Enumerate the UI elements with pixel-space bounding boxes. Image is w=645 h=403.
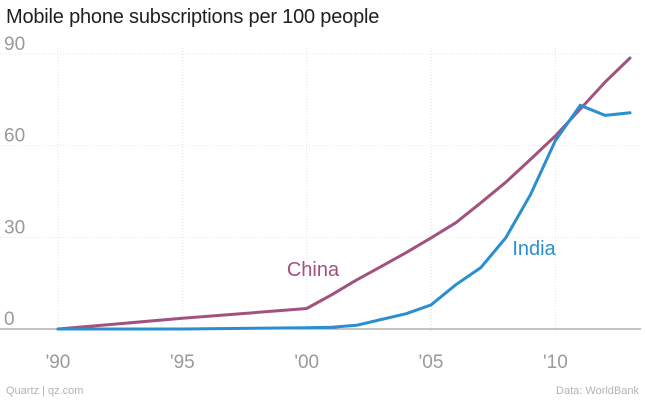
series-line-china [56,56,632,331]
y-tick-label-30: 30 [4,217,25,238]
x-tick-label-2000: '00 [294,352,319,373]
x-axis-labels: '90 '95 '00 '05 '10 [46,352,568,373]
data-source: Data: WorldBank [556,385,639,397]
y-tick-label-90: 90 [4,34,25,55]
source-credit: Quartz | qz.com [6,385,84,397]
chart-title: Mobile phone subscriptions per 100 peopl… [6,6,380,28]
series-lines [56,56,632,331]
series-labels: China India [287,238,557,281]
y-tick-label-0: 0 [4,309,15,330]
x-tick-label-2010: '10 [543,352,568,373]
series-line-india [56,103,632,331]
series-label-china: China [287,259,340,281]
gridlines [0,48,641,333]
series-label-india: India [512,238,556,260]
y-tick-label-60: 60 [4,126,25,147]
x-tick-label-1995: '95 [170,352,195,373]
x-tick-label-2005: '05 [419,352,444,373]
y-axis-labels: 0 30 60 90 [4,34,25,330]
x-tick-label-1990: '90 [46,352,71,373]
